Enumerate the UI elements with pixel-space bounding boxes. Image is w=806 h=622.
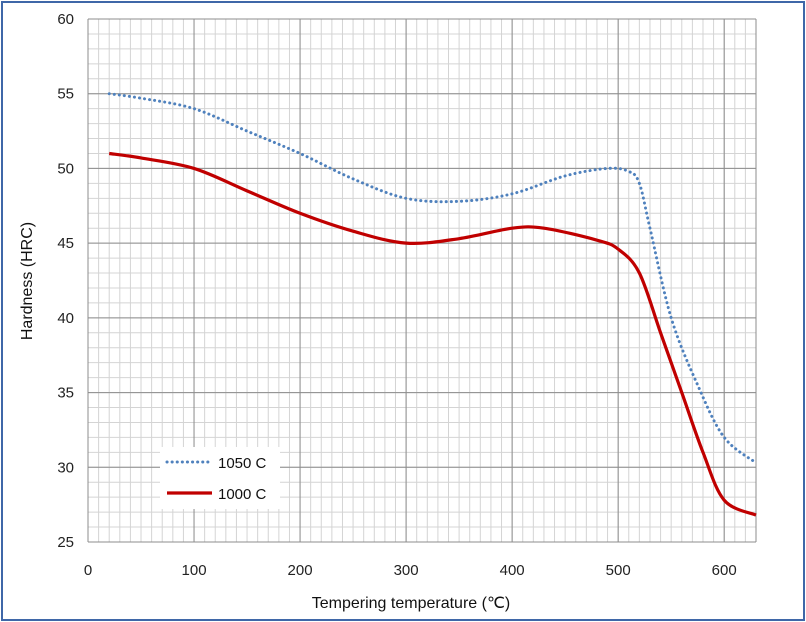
x-tick-label: 300 — [394, 562, 419, 579]
x-tick-label: 400 — [500, 562, 525, 579]
x-tick-label: 600 — [712, 562, 737, 579]
x-tick-label: 200 — [288, 562, 313, 579]
legend-label-1000c: 1000 C — [218, 486, 267, 503]
y-tick-label: 55 — [57, 86, 74, 103]
legend-background — [160, 447, 280, 509]
x-tick-label: 500 — [606, 562, 631, 579]
series-line-1050c — [107, 92, 758, 465]
y-tick-label: 35 — [57, 385, 74, 402]
series-lines — [107, 92, 758, 517]
x-tick-label: 100 — [182, 562, 207, 579]
legend: 1050 C 1000 C — [160, 447, 280, 509]
y-tick-label: 30 — [57, 459, 74, 476]
y-tick-label: 25 — [57, 534, 74, 551]
series-line-1000c — [108, 151, 757, 517]
x-tick-label: 0 — [84, 562, 92, 579]
y-axis-title: Hardness (HRC) — [19, 222, 36, 340]
y-tick-label: 40 — [57, 310, 74, 327]
x-tick-labels: 0 100 200 300 400 500 600 — [84, 562, 737, 579]
major-grid — [87, 18, 757, 543]
y-tick-label: 50 — [57, 160, 74, 177]
y-tick-label: 60 — [57, 11, 74, 28]
y-tick-label: 45 — [57, 235, 74, 252]
y-tick-labels: 25 30 35 40 45 50 55 60 — [57, 11, 74, 551]
x-axis-title: Tempering temperature (℃) — [312, 595, 510, 612]
legend-label-1050c: 1050 C — [218, 455, 267, 472]
